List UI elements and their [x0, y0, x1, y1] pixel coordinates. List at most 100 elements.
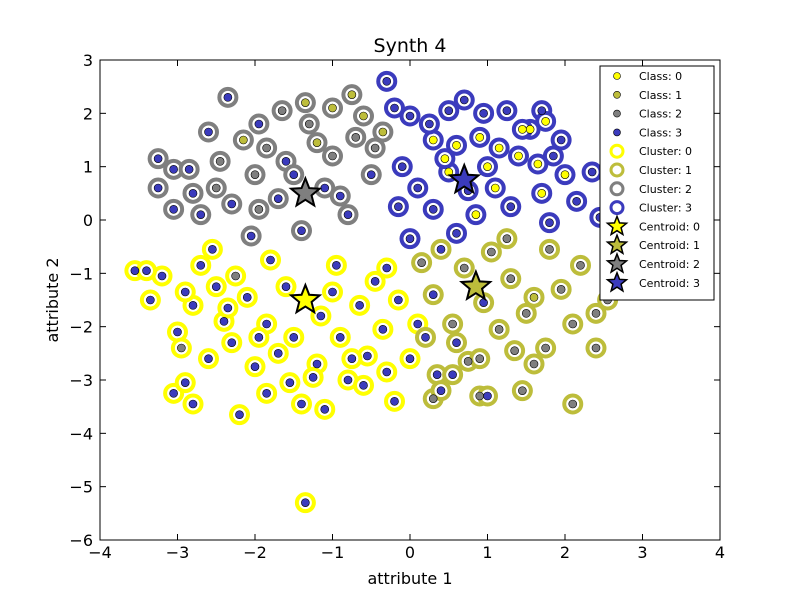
legend-label-8: Centroid: 0 — [639, 220, 700, 233]
class-point-110 — [246, 231, 256, 241]
legend-marker-11 — [605, 270, 629, 293]
class-point-43 — [208, 245, 217, 254]
class-point-119 — [335, 191, 345, 201]
class-point-146 — [444, 167, 454, 177]
class-point-75 — [452, 338, 461, 347]
class-point-135 — [475, 133, 485, 142]
class-point-89 — [153, 183, 163, 193]
legend-marker-8 — [605, 214, 629, 237]
class-point-100 — [347, 90, 357, 99]
class-point-139 — [549, 151, 558, 161]
y-tick-label-4: −2 — [69, 318, 93, 337]
class-point-35 — [231, 271, 240, 281]
class-point-8 — [297, 399, 306, 409]
class-point-145 — [490, 183, 500, 193]
class-point-17 — [312, 359, 322, 369]
class-point-18 — [343, 375, 353, 385]
class-point-125 — [390, 103, 399, 113]
class-point-101 — [351, 133, 361, 142]
class-point-116 — [312, 138, 322, 147]
class-point-130 — [541, 117, 550, 126]
class-point-81 — [529, 293, 539, 302]
class-point-54 — [436, 386, 446, 395]
class-point-87 — [204, 127, 213, 137]
class-point-137 — [514, 151, 523, 161]
class-point-26 — [316, 311, 326, 321]
class-point-141 — [587, 167, 597, 177]
x-tick-label-7: 3 — [637, 543, 647, 562]
class-point-156 — [518, 125, 527, 134]
class-point-71 — [459, 263, 469, 273]
class-point-155 — [405, 234, 415, 243]
class-point-67 — [521, 309, 531, 318]
y-tick-label-6: 0 — [83, 211, 93, 230]
class-point-59 — [518, 386, 527, 395]
class-point-115 — [262, 143, 271, 153]
class-point-104 — [250, 170, 260, 179]
centroid-star-0 — [288, 282, 323, 315]
legend-label-2: Class: 2 — [639, 108, 682, 121]
class-point-14 — [250, 362, 260, 371]
class-point-57 — [475, 391, 485, 401]
class-point-112 — [370, 143, 380, 153]
x-tick-label-6: 2 — [560, 543, 570, 562]
class-point-55 — [448, 370, 457, 379]
class-point-126 — [444, 106, 454, 115]
chart-title: Synth 4 — [374, 35, 447, 57]
y-axis-label: attribute 2 — [43, 257, 62, 342]
y-tick-label-3: −3 — [69, 371, 93, 390]
class-point-50 — [359, 381, 368, 390]
class-point-10 — [390, 397, 399, 406]
class-point-134 — [452, 141, 461, 150]
class-point-138 — [533, 159, 543, 169]
class-point-34 — [177, 343, 186, 353]
class-point-114 — [215, 157, 225, 166]
class-point-38 — [370, 277, 380, 286]
legend-marker-4 — [609, 143, 625, 159]
legend-marker-9 — [605, 233, 629, 255]
class-point-28 — [355, 301, 364, 310]
class-point-78 — [576, 261, 585, 270]
class-point-5 — [188, 399, 198, 409]
class-point-15 — [273, 349, 283, 358]
class-point-111 — [366, 170, 376, 179]
class-point-63 — [591, 309, 601, 318]
centroid-star-3 — [447, 162, 482, 195]
class-point-56 — [463, 357, 473, 366]
points-layer — [124, 70, 622, 514]
y-tick-label-2: −4 — [69, 424, 93, 443]
x-axis-label: attribute 1 — [367, 569, 452, 588]
legend-label-4: Cluster: 0 — [639, 145, 692, 158]
class-point-123 — [405, 111, 415, 121]
axis-ticks: −4 −3 −2 −1 0 1 2 3 4 −6 −5 −4 −3 −2 −1 0 1 2 3 — [69, 51, 725, 562]
class-point-69 — [494, 325, 504, 334]
class-point-93 — [196, 210, 206, 219]
class-point-94 — [211, 183, 221, 193]
class-point-91 — [184, 165, 194, 174]
class-point-76 — [510, 346, 519, 355]
legend-label-0: Class: 0 — [639, 70, 682, 83]
class-point-113 — [359, 111, 368, 121]
class-point-1 — [130, 266, 140, 275]
legend-label-5: Cluster: 1 — [639, 164, 692, 177]
class-point-29 — [378, 325, 388, 334]
class-point-153 — [572, 197, 581, 206]
class-point-82 — [475, 354, 485, 363]
class-point-32 — [196, 261, 206, 270]
x-tick-label-0: −4 — [88, 543, 112, 562]
class-point-4 — [180, 378, 190, 387]
legend-marker-2 — [613, 109, 621, 118]
class-point-90 — [169, 165, 178, 174]
class-point-158 — [483, 162, 492, 171]
class-point-37 — [328, 287, 337, 297]
class-point-48 — [142, 266, 151, 275]
class-point-61 — [568, 399, 578, 409]
class-point-128 — [502, 106, 512, 115]
class-point-118 — [289, 170, 299, 179]
class-point-103 — [281, 157, 291, 166]
class-point-25 — [281, 282, 291, 291]
class-point-30 — [394, 295, 403, 305]
class-point-160 — [394, 202, 403, 211]
class-point-129 — [537, 106, 547, 115]
class-point-136 — [494, 143, 504, 153]
